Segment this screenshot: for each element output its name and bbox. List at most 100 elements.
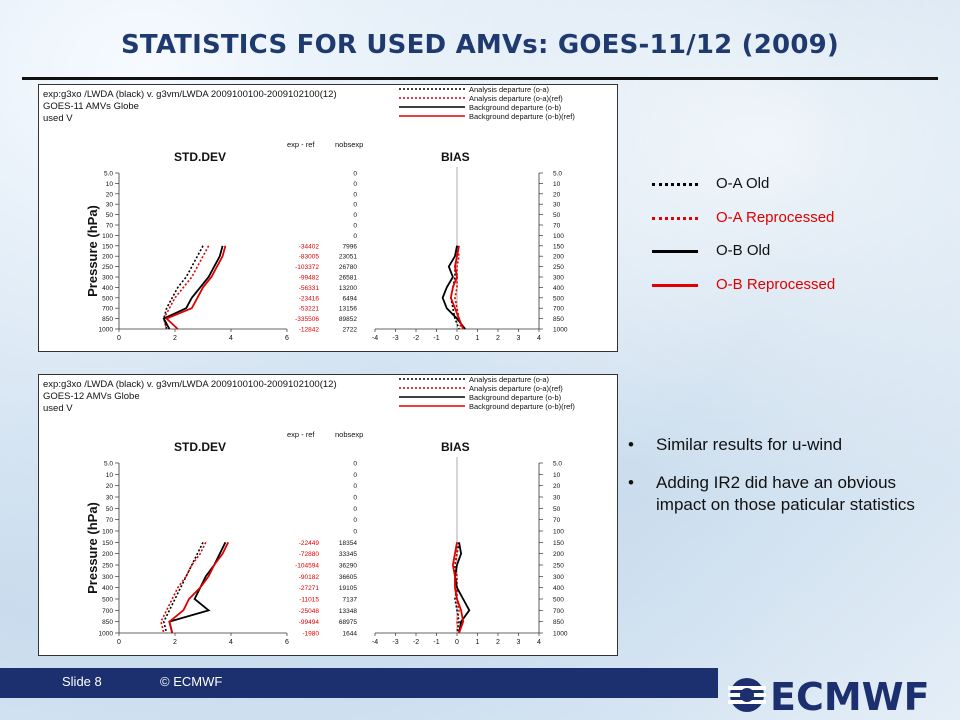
std-y-tick-label: 150: [102, 540, 113, 547]
std-y-tick-label: 30: [106, 495, 114, 502]
bias-y-tick-label: 50: [553, 212, 561, 219]
col2-cell: 36290: [339, 563, 357, 570]
col1-header: exp - ref: [287, 140, 315, 149]
chart-panel-goes11: exp:g3xo /LWDA (black) v. g3vm/LWDA 2009…: [38, 84, 618, 352]
chart-goes12-svg: exp:g3xo /LWDA (black) v. g3vm/LWDA 2009…: [43, 375, 575, 646]
col1-cell: -103372: [295, 264, 319, 271]
bias-x-tick-label: -3: [392, 335, 398, 342]
chart-legend-label: Background departure (o-b)(ref): [469, 112, 575, 121]
bias-x-tick-label: -2: [413, 335, 419, 342]
col2-cell: 0: [353, 233, 357, 240]
chart-legend-label: Analysis departure (o-a): [469, 85, 550, 94]
col2-cell: 7996: [343, 243, 358, 250]
bias-y-tick-label: 250: [553, 563, 564, 570]
col1-cell: -12842: [299, 327, 320, 334]
col2-header: nobsexp: [335, 430, 363, 439]
bullet-list: • Similar results for u-wind • Adding IR…: [622, 434, 942, 532]
col2-cell: 89852: [339, 316, 357, 323]
bias-x-tick-label: 4: [537, 335, 541, 342]
bias-x-tick-label: 2: [496, 335, 500, 342]
std-y-tick-label: 300: [102, 574, 113, 581]
bias-y-tick-label: 70: [553, 517, 561, 524]
bias-y-tick-label: 5.0: [553, 171, 562, 178]
ecmwf-logo-mark-icon: [728, 678, 766, 712]
col2-cell: 0: [353, 506, 357, 513]
bias-y-tick-label: 100: [553, 233, 564, 240]
title-divider: [22, 77, 938, 80]
std-series-line: [162, 245, 210, 330]
col2-cell: 13156: [339, 306, 357, 313]
bias-y-tick-label: 500: [553, 597, 564, 604]
col1-cell: -23416: [299, 295, 320, 302]
std-y-tick-label: 10: [106, 181, 114, 188]
bias-y-tick-label: 400: [553, 285, 564, 292]
std-y-tick-label: 400: [102, 285, 113, 292]
std-x-tick-label: 6: [285, 335, 289, 342]
std-y-tick-label: 700: [102, 608, 113, 615]
chart-header-line: GOES-11 AMVs Globe: [43, 101, 139, 112]
chart-goes11-svg: exp:g3xo /LWDA (black) v. g3vm/LWDA 2009…: [43, 85, 575, 342]
col1-cell: -99482: [299, 275, 320, 282]
chart-panel-goes12: exp:g3xo /LWDA (black) v. g3vm/LWDA 2009…: [38, 374, 618, 656]
std-y-tick-label: 50: [106, 506, 114, 513]
bias-x-tick-label: -4: [372, 335, 378, 342]
bias-y-tick-label: 150: [553, 243, 564, 250]
chart-legend-label: Background departure (o-b)(ref): [469, 402, 575, 411]
ecmwf-logo: ECMWF: [728, 675, 930, 716]
col2-cell: 0: [353, 495, 357, 502]
col1-cell: -72880: [299, 551, 320, 558]
bias-x-tick-label: -3: [392, 639, 398, 646]
chart-header-line: GOES-12 AMVs Globe: [43, 391, 140, 402]
bias-y-tick-label: 1000: [553, 631, 568, 638]
std-y-tick-label: 250: [102, 563, 113, 570]
bias-y-tick-label: 850: [553, 316, 564, 323]
bias-y-tick-label: 300: [553, 574, 564, 581]
std-y-tick-label: 150: [102, 243, 113, 250]
footer-bar: [0, 668, 718, 698]
bias-y-tick-label: 500: [553, 295, 564, 302]
bias-y-tick-label: 700: [553, 306, 564, 313]
bullet-dot-icon: •: [628, 435, 634, 454]
bias-y-tick-label: 850: [553, 619, 564, 626]
bias-title: BIAS: [441, 440, 470, 454]
bias-y-tick-label: 300: [553, 275, 564, 282]
col1-cell: -11015: [299, 597, 319, 604]
legend-label-oa-reprocessed: O-A Reprocessed: [716, 209, 835, 226]
col2-cell: 0: [353, 223, 357, 230]
col1-cell: -83005: [299, 254, 320, 261]
bias-y-tick-label: 250: [553, 264, 564, 271]
bias-series-line: [441, 245, 466, 330]
std-y-tick-label: 100: [102, 529, 113, 536]
logo-wordmark: ECMWF: [770, 675, 930, 716]
col1-cell: -53221: [299, 306, 320, 313]
bias-title: BIAS: [441, 150, 470, 164]
bias-y-tick-label: 5.0: [553, 461, 562, 468]
chart-header-line: exp:g3xo /LWDA (black) v. g3vm/LWDA 2009…: [43, 379, 337, 390]
bias-y-tick-label: 10: [553, 472, 561, 479]
bullet-item: • Adding IR2 did have an obvious impact …: [622, 472, 942, 516]
std-y-tick-label: 300: [102, 275, 113, 282]
std-y-tick-label: 100: [102, 233, 113, 240]
col1-header: exp - ref: [287, 430, 315, 439]
col2-cell: 0: [353, 181, 357, 188]
bias-x-tick-label: 0: [455, 335, 459, 342]
bias-series-line: [451, 542, 465, 634]
col2-cell: 0: [353, 461, 357, 468]
chart-header-line: exp:g3xo /LWDA (black) v. g3vm/LWDA 2009…: [43, 89, 337, 100]
bullet-item: • Similar results for u-wind: [622, 434, 942, 456]
std-y-tick-label: 850: [102, 316, 113, 323]
std-y-tick-label: 200: [102, 254, 113, 261]
bullet-text: Similar results for u-wind: [656, 435, 843, 454]
chart-legend-label: Analysis departure (o-a): [469, 375, 550, 384]
std-y-tick-label: 850: [102, 619, 113, 626]
legend-swatch-ob-reprocessed: [652, 284, 698, 287]
bias-x-tick-label: -1: [433, 335, 439, 342]
legend-swatch-oa-old: [652, 183, 698, 186]
col2-cell: 0: [353, 191, 357, 198]
col2-header: nobsexp: [335, 140, 363, 149]
std-y-tick-label: 10: [106, 472, 114, 479]
col2-cell: 7137: [343, 597, 358, 604]
legend-label-ob-old: O-B Old: [716, 242, 771, 259]
bias-series-line: [449, 245, 464, 330]
col1-cell: -27271: [299, 585, 320, 592]
